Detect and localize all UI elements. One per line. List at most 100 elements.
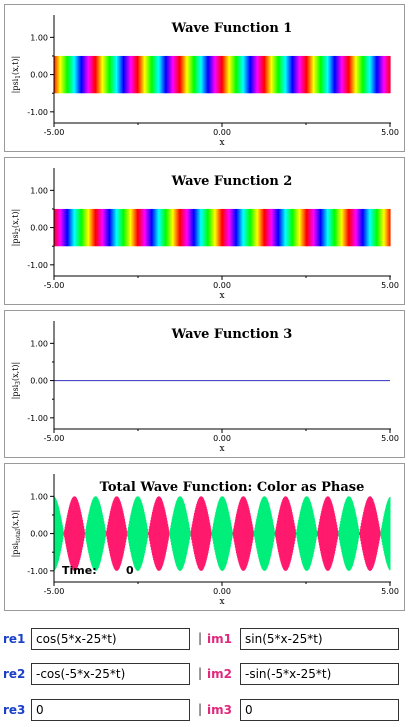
amplitude-slice: [69, 505, 71, 562]
phase-slice: [225, 55, 227, 94]
amplitude-slice: [222, 496, 224, 571]
phase-slice: [313, 208, 315, 247]
phase-slice: [215, 55, 217, 94]
phase-slice: [127, 208, 129, 247]
im2-input[interactable]: [240, 663, 399, 685]
phase-slice: [303, 208, 305, 247]
amplitude-slice: [194, 512, 196, 555]
phase-slice: [366, 55, 368, 94]
y-tick-label: -1.00: [27, 261, 48, 270]
amplitude-slice: [369, 496, 371, 571]
im3-label: im3: [207, 703, 232, 717]
phase-slice: [214, 55, 216, 94]
phase-slice: [150, 55, 152, 94]
phase-slice: [69, 208, 71, 247]
amplitude-slice: [167, 526, 169, 541]
amplitude-slice: [206, 511, 208, 556]
phase-slice: [196, 55, 198, 94]
amplitude-slice: [55, 498, 57, 569]
phase-slice: [332, 208, 334, 247]
phase-slice: [62, 208, 64, 247]
phase-slice: [129, 208, 131, 247]
re1-input[interactable]: [31, 628, 190, 650]
amplitude-slice: [81, 517, 83, 550]
amplitude-slice: [255, 521, 257, 546]
amplitude-slice: [154, 501, 156, 566]
phase-slice: [175, 208, 177, 247]
amplitude-slice: [68, 507, 70, 560]
phase-slice: [174, 55, 176, 94]
phase-slice: [172, 55, 174, 94]
phase-slice: [77, 55, 79, 94]
phase-slice: [140, 208, 142, 247]
amplitude-slice: [61, 525, 63, 543]
amplitude-slice: [101, 510, 103, 557]
re2-input[interactable]: [31, 663, 190, 685]
amplitude-slice: [366, 500, 368, 568]
amplitude-slice: [152, 509, 154, 558]
phase-slice: [239, 208, 241, 247]
amplitude-slice: [60, 519, 62, 548]
phase-slice: [309, 208, 311, 247]
wave-plot: 1.00 0.00 -1.00 -5.00 0.00 5.00 x |psi2(x,t)| Wa…: [11, 168, 399, 301]
amplitude-slice: [354, 511, 356, 556]
phase-slice: [140, 55, 142, 94]
amplitude-slice: [335, 521, 337, 546]
phase-slice: [66, 55, 68, 94]
amplitude-slice: [299, 514, 301, 553]
phase-slice: [115, 55, 117, 94]
im1-input[interactable]: [240, 628, 399, 650]
phase-slice: [56, 208, 58, 247]
amplitude-slice: [107, 521, 109, 546]
amplitude-slice: [122, 510, 124, 557]
phase-slice: [335, 208, 337, 247]
phase-slice: [339, 208, 341, 247]
phase-slice: [221, 55, 223, 94]
wave3-controls: re3 | im3: [0, 699, 411, 723]
phase-slice: [224, 55, 226, 94]
phase-slice: [323, 55, 325, 94]
amplitude-slice: [112, 502, 114, 565]
amplitude-slice: [99, 505, 101, 562]
amplitude-slice: [337, 530, 339, 537]
phase-slice: [153, 55, 155, 94]
amplitude-slice: [326, 496, 328, 571]
amplitude-slice: [386, 502, 388, 565]
phase-slice: [170, 55, 172, 94]
phase-slice: [342, 208, 344, 247]
amplitude-slice: [283, 498, 285, 570]
wave-panel-1: 1.00 0.00 -1.00 -5.00 0.00 5.00 x |psi1(x,t)| Wa…: [4, 4, 405, 152]
amplitude-slice: [373, 501, 375, 566]
phase-slice: [235, 55, 237, 94]
phase-slice: [208, 55, 210, 94]
im3-input[interactable]: [240, 699, 399, 721]
amplitude-slice: [306, 496, 308, 571]
amplitude-slice: [224, 500, 226, 567]
phase-slice: [274, 208, 276, 247]
amplitude-slice: [268, 504, 270, 563]
amplitude-slice: [68, 509, 70, 558]
phase-slice: [288, 55, 290, 94]
amplitude-slice: [226, 505, 228, 562]
amplitude-slice: [185, 508, 187, 559]
amplitude-slice: [298, 519, 300, 548]
amplitude-slice: [379, 529, 381, 538]
amplitude-slice: [176, 499, 178, 568]
amplitude-slice: [264, 496, 266, 571]
phase-slice: [325, 55, 327, 94]
amplitude-slice: [277, 517, 279, 550]
phase-slice: [302, 208, 304, 247]
y-tick-label: 1.00: [30, 186, 48, 195]
phase-slice: [309, 55, 311, 94]
phase-slice: [281, 55, 283, 94]
amplitude-slice: [140, 499, 142, 568]
amplitude-slice: [321, 510, 323, 557]
re3-input[interactable]: [31, 699, 190, 721]
phase-slice: [295, 55, 297, 94]
amplitude-slice: [380, 531, 382, 536]
phase-slice: [101, 208, 103, 247]
phase-slice: [389, 55, 391, 94]
amplitude-slice: [173, 508, 175, 559]
amplitude-slice: [183, 504, 185, 564]
phase-slice: [363, 208, 365, 247]
